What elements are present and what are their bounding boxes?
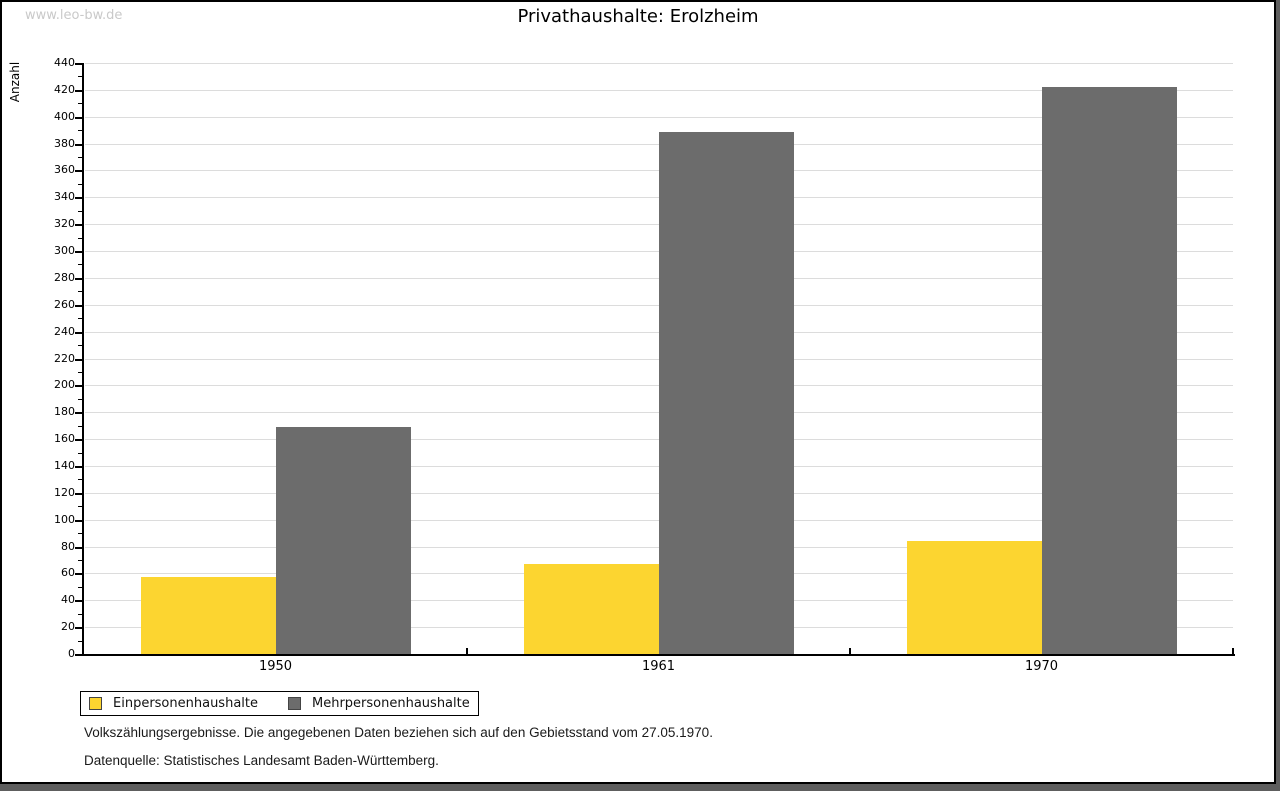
y-axis-minor-tick: [78, 372, 84, 373]
y-axis-minor-tick: [78, 533, 84, 534]
y-axis-minor-tick: [78, 264, 84, 265]
watermark: www.leo-bw.de: [25, 8, 123, 23]
y-axis-major-tick: [75, 385, 84, 387]
y-axis-minor-tick: [78, 453, 84, 454]
y-axis-major-tick: [75, 412, 84, 414]
y-tick-label: 240: [54, 325, 75, 338]
footnote-line-2: Datenquelle: Statistisches Landesamt Bad…: [84, 753, 439, 768]
y-axis-minor-tick: [78, 103, 84, 104]
y-axis-minor-tick: [78, 130, 84, 131]
legend: Einpersonenhaushalte Mehrpersonenhaushal…: [80, 691, 479, 716]
y-axis-major-tick: [75, 466, 84, 468]
y-tick-label: 0: [68, 647, 75, 660]
x-axis-line: [82, 654, 1235, 656]
bar-einpersonenhaushalte-1970: [907, 541, 1042, 654]
footnote-line-1: Volkszählungsergebnisse. Die angegebenen…: [84, 725, 713, 740]
plot-area: 0 20 40 60 80 100 120 140 160 180 200 220 240 260 280 3…: [2, 2, 1274, 782]
y-tick-label: 60: [61, 566, 75, 579]
y-axis-minor-tick: [78, 291, 84, 292]
y-tick-label: 260: [54, 298, 75, 311]
x-tick-label: 1961: [641, 659, 676, 674]
y-axis-major-tick: [75, 654, 84, 656]
x-axis-boundary-tick: [1232, 648, 1234, 654]
bar-einpersonenhaushalte-1950: [141, 577, 276, 654]
y-axis-major-tick: [75, 170, 84, 172]
y-tick-label: 20: [61, 620, 75, 633]
gridline: [85, 63, 1233, 64]
chart-title: Privathaushalte: Erolzheim: [517, 6, 759, 27]
y-axis-minor-tick: [78, 479, 84, 480]
x-tick-label: 1950: [258, 659, 293, 674]
y-axis-major-tick: [75, 305, 84, 307]
y-axis-major-tick: [75, 63, 84, 65]
y-axis-minor-tick: [78, 345, 84, 346]
y-axis-major-tick: [75, 332, 84, 334]
gridline: [85, 117, 1233, 118]
y-tick-label: 420: [54, 83, 75, 96]
y-axis-major-tick: [75, 144, 84, 146]
y-axis-minor-tick: [78, 318, 84, 319]
legend-label: Mehrpersonenhaushalte: [312, 696, 470, 711]
y-axis-minor-tick: [78, 184, 84, 185]
y-axis-major-tick: [75, 627, 84, 629]
y-axis-major-tick: [75, 547, 84, 549]
y-tick-label: 120: [54, 486, 75, 499]
y-axis-major-tick: [75, 600, 84, 602]
y-tick-label: 320: [54, 217, 75, 230]
y-tick-label: 200: [54, 378, 75, 391]
bar-mehrpersonenhaushalte-1961: [659, 132, 794, 654]
y-axis-major-tick: [75, 493, 84, 495]
y-axis-major-tick: [75, 251, 84, 253]
bar-mehrpersonenhaushalte-1950: [276, 427, 411, 654]
bar-mehrpersonenhaushalte-1970: [1042, 87, 1177, 654]
y-axis-major-tick: [75, 117, 84, 119]
y-axis-minor-tick: [78, 614, 84, 615]
legend-item-einpersonenhaushalte: Einpersonenhaushalte: [89, 696, 258, 711]
y-tick-label: 180: [54, 405, 75, 418]
y-axis-major-tick: [75, 197, 84, 199]
y-axis-minor-tick: [78, 157, 84, 158]
y-axis-major-tick: [75, 359, 84, 361]
y-axis-major-tick: [75, 439, 84, 441]
x-axis-boundary-tick: [466, 648, 468, 654]
y-axis-major-tick: [75, 573, 84, 575]
y-tick-label: 100: [54, 513, 75, 526]
y-tick-label: 40: [61, 593, 75, 606]
x-tick-label: 1970: [1024, 659, 1059, 674]
y-tick-label: 380: [54, 137, 75, 150]
y-tick-label: 80: [61, 540, 75, 553]
y-axis-minor-tick: [78, 399, 84, 400]
legend-item-mehrpersonenhaushalte: Mehrpersonenhaushalte: [288, 696, 470, 711]
y-axis-minor-tick: [78, 506, 84, 507]
y-tick-label: 220: [54, 352, 75, 365]
y-axis-minor-tick: [78, 426, 84, 427]
legend-swatch-yellow: [89, 697, 102, 710]
y-axis-minor-tick: [78, 641, 84, 642]
y-tick-label: 440: [54, 56, 75, 69]
x-axis-boundary-tick: [849, 648, 851, 654]
y-axis-major-tick: [75, 90, 84, 92]
y-tick-label: 160: [54, 432, 75, 445]
legend-label: Einpersonenhaushalte: [113, 696, 258, 711]
y-axis-minor-tick: [78, 587, 84, 588]
y-axis-minor-tick: [78, 76, 84, 77]
y-tick-label: 400: [54, 110, 75, 123]
y-tick-label: 140: [54, 459, 75, 472]
y-axis-line: [82, 63, 84, 656]
y-axis-minor-tick: [78, 211, 84, 212]
y-axis-major-tick: [75, 224, 84, 226]
y-tick-label: 340: [54, 190, 75, 203]
y-axis-minor-tick: [78, 560, 84, 561]
y-axis-minor-tick: [78, 238, 84, 239]
y-tick-label: 300: [54, 244, 75, 257]
y-tick-label: 280: [54, 271, 75, 284]
y-tick-label: 360: [54, 163, 75, 176]
y-axis-major-tick: [75, 520, 84, 522]
bar-einpersonenhaushalte-1961: [524, 564, 659, 654]
y-axis-major-tick: [75, 278, 84, 280]
gridline: [85, 90, 1233, 91]
legend-swatch-gray: [288, 697, 301, 710]
